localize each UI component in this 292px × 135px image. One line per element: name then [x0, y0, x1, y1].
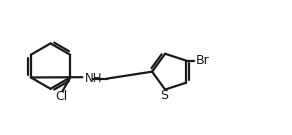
Text: Cl: Cl — [56, 90, 68, 103]
Text: Br: Br — [195, 54, 209, 67]
Text: S: S — [160, 89, 168, 102]
Text: NH: NH — [85, 72, 102, 85]
